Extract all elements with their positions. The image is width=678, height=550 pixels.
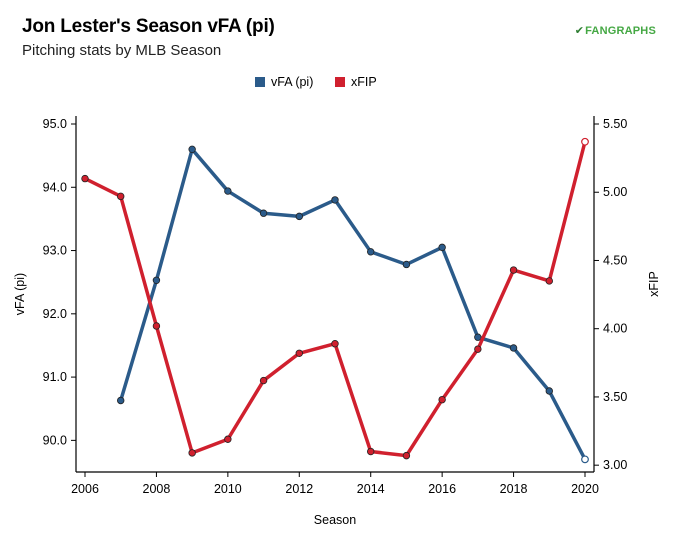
y-left-tick-label: 94.0 [43,180,67,194]
data-point-1[interactable] [152,322,161,330]
data-point-1[interactable] [224,435,232,443]
data-point-0[interactable] [581,455,589,464]
y-right-tick-label: 5.00 [603,185,627,199]
x-tick-label: 2014 [357,482,385,496]
y-left-tick-label: 95.0 [43,117,67,131]
y-right-axis-label: xFIP [647,271,661,297]
data-point-0[interactable] [224,187,232,195]
fangraphs-leaf-icon: ✔ [574,25,585,37]
data-point-0[interactable] [438,243,446,252]
data-point-0[interactable] [367,248,375,256]
data-point-1[interactable] [581,137,589,146]
y-right-tick-label: 5.50 [603,117,627,131]
series-line-1 [83,139,587,458]
data-point-1[interactable] [259,376,268,385]
y-left-tick-label: 91.0 [43,370,67,384]
data-point-1[interactable] [81,174,89,183]
data-point-0[interactable] [188,145,196,154]
data-point-0[interactable] [545,387,553,395]
data-point-1[interactable] [117,192,125,201]
y-right-tick-label: 4.00 [603,322,627,336]
data-point-1[interactable] [367,447,375,456]
legend-swatch-0[interactable] [255,77,265,87]
x-tick-label: 2012 [285,482,313,496]
x-tick-label: 2018 [500,482,528,496]
y-right-tick-label: 3.50 [603,390,627,404]
data-point-0[interactable] [259,209,268,217]
y-left-axis-label: vFA (pi) [13,273,27,315]
data-point-0[interactable] [295,212,303,221]
data-point-1[interactable] [295,349,303,357]
y-right-tick-label: 3.00 [603,458,627,472]
x-tick-label: 2010 [214,482,242,496]
data-point-1[interactable] [545,277,553,285]
y-left-tick-label: 93.0 [43,244,67,258]
data-point-1[interactable] [188,449,196,457]
fangraphs-logo[interactable]: ✔FANGRAPHS [575,24,656,37]
data-point-0[interactable] [331,196,339,204]
series-line-0 [118,147,587,462]
x-tick-label: 2006 [71,482,99,496]
chart-title: Jon Lester's Season vFA (pi) [22,16,275,37]
data-point-0[interactable] [509,344,518,352]
data-point-1[interactable] [474,345,482,353]
y-left-tick-label: 92.0 [43,307,67,321]
y-left-tick-label: 90.0 [43,433,67,447]
data-point-0[interactable] [402,260,411,269]
data-point-1[interactable] [438,395,446,404]
x-tick-label: 2016 [428,482,456,496]
legend-label-0: vFA (pi) [271,75,313,89]
logo-text: FANGRAPHS [585,25,656,37]
legend-label-1: xFIP [351,75,377,89]
x-tick-label: 2020 [571,482,599,496]
x-tick-label: 2008 [143,482,171,496]
legend-swatch-1[interactable] [335,77,345,87]
data-point-0[interactable] [474,333,482,341]
data-point-1[interactable] [509,266,518,274]
data-point-1[interactable] [402,451,411,460]
x-axis-label: Season [314,513,356,527]
data-point-0[interactable] [152,276,161,284]
data-point-0[interactable] [117,396,125,405]
y-right-tick-label: 4.50 [603,253,627,267]
chart-subtitle: Pitching stats by MLB Season [22,42,222,59]
data-point-1[interactable] [331,340,339,348]
